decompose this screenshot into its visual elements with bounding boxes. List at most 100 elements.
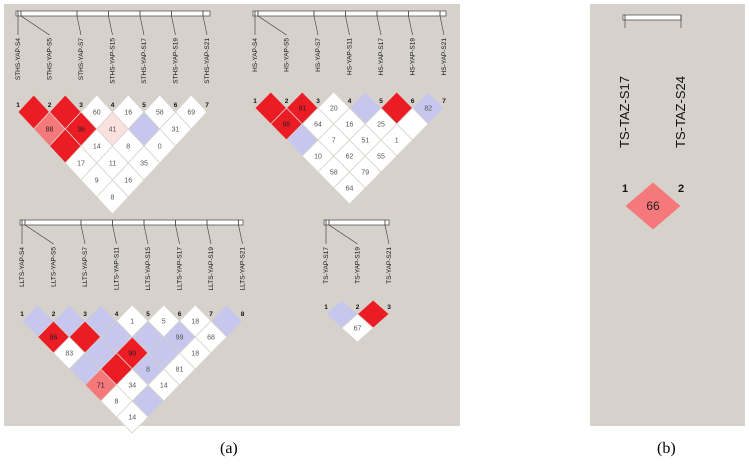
llts-ld-value: 68 <box>207 334 215 341</box>
llts-snp-label: LLTS-YAP-S17 <box>177 247 184 291</box>
llts-ld-value: 1 <box>130 318 134 325</box>
taz-snp-label: TS-TAZ-S24 <box>673 76 688 148</box>
taz-ld-cell <box>624 181 682 231</box>
caption-a: (a) <box>220 440 238 457</box>
llts-marker-number: 4 <box>115 311 119 318</box>
llts-marker-number: 8 <box>241 311 245 318</box>
hs-snp-connector <box>257 15 287 36</box>
sths-ld-value: 16 <box>124 109 132 116</box>
hs-marker-number: 1 <box>253 98 257 105</box>
llts-snp-label: LLTS-YAP-S19 <box>208 247 215 291</box>
hs-ld-value: 55 <box>377 153 385 160</box>
llts-position-bar <box>19 219 244 226</box>
hs-marker-number: 4 <box>348 98 352 105</box>
llts-ld-value: 34 <box>128 382 136 389</box>
hs-ld-value: 79 <box>361 169 369 176</box>
hs-snp-label: HS-YAP-S17 <box>378 38 385 76</box>
llts-marker-number: 3 <box>83 311 87 318</box>
taz-marker-number: 2 <box>678 183 684 195</box>
llts-ld-value: 86 <box>50 334 58 341</box>
ts3-marker-number: 3 <box>387 304 391 311</box>
ts3-snp-label: TS-YAP-S17 <box>323 247 330 284</box>
llts-snp-connector <box>112 224 117 245</box>
sths-snp-connector <box>108 15 113 36</box>
hs-marker-number: 5 <box>379 98 383 105</box>
hs-marker-number: 7 <box>442 98 446 105</box>
sths-marker-number: 5 <box>142 102 146 109</box>
hs-ld-value: 1 <box>395 137 399 144</box>
llts-ld-value: 83 <box>65 350 73 357</box>
ts3-ld-cell <box>341 313 374 343</box>
llts-ld-value: 5 <box>162 318 166 325</box>
llts-ld-cell <box>115 400 149 434</box>
llts-snp-label: LLTS-YAP-S21 <box>240 247 247 291</box>
hs-marker-number: 2 <box>285 98 289 105</box>
sths-ld-value: 9 <box>95 177 99 184</box>
sths-marker-number: 7 <box>205 102 209 109</box>
llts-ld-plot: LLTS-YAP-S4 LLTS-YAP-S5 LLTS-YAP-S7 LLTS-YA… <box>19 219 247 434</box>
taz-marker-number: 1 <box>622 183 628 195</box>
sths-ld-value: 88 <box>46 126 54 133</box>
hs-ld-value: 10 <box>314 153 322 160</box>
sths-ld-value: 8 <box>126 143 130 150</box>
llts-ld-value: 18 <box>191 350 199 357</box>
llts-ld-value: 8 <box>115 398 119 405</box>
sths-ld-value: 60 <box>93 109 101 116</box>
sths-snp-label: STHS-YAP-S5 <box>47 38 54 81</box>
llts-marker-number: 1 <box>20 311 24 318</box>
llts-snp-label: LLTS-YAP-S11 <box>114 247 121 290</box>
hs-snp-connector <box>345 15 350 36</box>
llts-ld-value: 99 <box>176 334 184 341</box>
sths-ld-value: 14 <box>93 143 101 150</box>
hs-ld-value: 7 <box>332 137 336 144</box>
sths-position-bar <box>15 10 211 17</box>
sths-snp-label: STHS-YAP-S21 <box>204 38 211 84</box>
llts-snp-connector <box>24 224 54 245</box>
hs-snp-label: HS-YAP-S21 <box>441 38 448 76</box>
hs-snp-label: HS-YAP-S5 <box>284 38 291 72</box>
sths-ld-value: 11 <box>109 160 116 167</box>
sths-ld-value: 36 <box>77 126 85 133</box>
ts3-marker-number: 1 <box>324 304 328 311</box>
hs-snp-connector <box>376 15 382 36</box>
hs-ld-cell <box>333 171 366 205</box>
ts3-snp-label: TS-YAP-S21 <box>386 247 393 284</box>
llts-marker-number: 5 <box>146 311 150 318</box>
hs-ld-value: 25 <box>377 121 385 128</box>
sths-marker-number: 3 <box>79 102 83 109</box>
sths-snp-label: STHS-YAP-S19 <box>173 38 180 84</box>
llts-snp-connector <box>206 224 212 245</box>
taz-ld-plot: TS-TAZ-S17 TS-TAZ-S24 1 2 66 <box>617 14 688 231</box>
hs-snp-connector <box>313 15 319 36</box>
sths-snp-connector <box>202 15 208 36</box>
ts3-ld-value: 67 <box>354 325 362 332</box>
hs-marker-number: 3 <box>316 98 320 105</box>
llts-marker-number: 2 <box>52 311 56 318</box>
sths-ld-value: 58 <box>156 109 164 116</box>
sths-snp-label: STHS-YAP-S7 <box>78 38 85 81</box>
sths-ld-value: 41 <box>109 126 117 133</box>
llts-snp-connector <box>80 224 86 245</box>
taz-ld-value: 66 <box>646 199 660 213</box>
hs-marker-number: 6 <box>411 98 415 105</box>
llts-ld-value: 8 <box>146 366 150 373</box>
llts-marker-number: 7 <box>209 311 213 318</box>
llts-snp-connector <box>175 224 180 245</box>
ts3-position-bar <box>323 219 390 226</box>
hs-snp-connector <box>408 15 413 36</box>
hs-snp-label: HS-YAP-S11 <box>347 38 354 75</box>
sths-ld-value: 17 <box>77 160 85 167</box>
hs-ld-value: 58 <box>330 169 338 176</box>
sths-ld-cell <box>96 179 129 215</box>
llts-ld-value: 81 <box>176 366 184 373</box>
taz-position-bar <box>622 14 682 21</box>
sths-marker-number: 4 <box>111 102 115 109</box>
sths-snp-label: STHS-YAP-S15 <box>110 38 117 84</box>
sths-snp-connector <box>171 15 176 36</box>
hs-snp-label: HS-YAP-S7 <box>315 38 322 72</box>
llts-ld-value: 71 <box>97 382 105 389</box>
llts-ld-value: 90 <box>128 350 136 357</box>
sths-ld-value: 69 <box>187 109 195 116</box>
sths-snp-connector <box>139 15 145 36</box>
